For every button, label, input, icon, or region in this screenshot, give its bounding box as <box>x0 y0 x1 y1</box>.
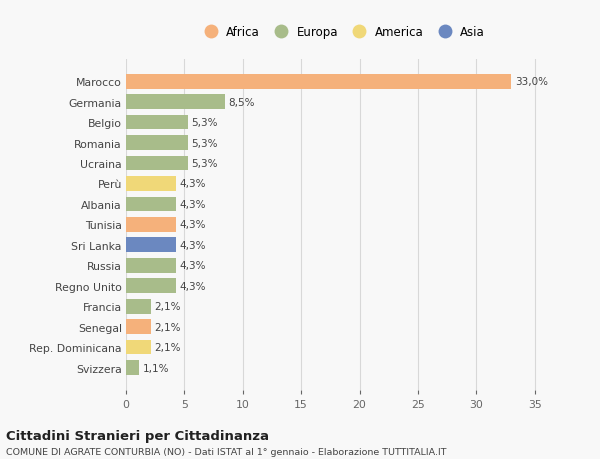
Bar <box>126 136 188 151</box>
Bar <box>126 177 176 191</box>
Text: 4,3%: 4,3% <box>180 281 206 291</box>
Text: 2,1%: 2,1% <box>154 322 181 332</box>
Text: COMUNE DI AGRATE CONTURBIA (NO) - Dati ISTAT al 1° gennaio - Elaborazione TUTTIT: COMUNE DI AGRATE CONTURBIA (NO) - Dati I… <box>6 448 446 457</box>
Bar <box>126 75 511 90</box>
Bar <box>126 360 139 375</box>
Text: 4,3%: 4,3% <box>180 241 206 250</box>
Text: 1,1%: 1,1% <box>142 363 169 373</box>
Text: 4,3%: 4,3% <box>180 220 206 230</box>
Bar <box>126 340 151 355</box>
Bar <box>126 258 176 273</box>
Bar <box>126 197 176 212</box>
Bar <box>126 319 151 334</box>
Legend: Africa, Europa, America, Asia: Africa, Europa, America, Asia <box>196 22 488 43</box>
Text: 4,3%: 4,3% <box>180 200 206 209</box>
Bar <box>126 279 176 293</box>
Text: 4,3%: 4,3% <box>180 261 206 271</box>
Bar <box>126 116 188 130</box>
Text: 2,1%: 2,1% <box>154 302 181 312</box>
Text: 2,1%: 2,1% <box>154 342 181 353</box>
Text: Cittadini Stranieri per Cittadinanza: Cittadini Stranieri per Cittadinanza <box>6 429 269 442</box>
Bar <box>126 238 176 252</box>
Text: 4,3%: 4,3% <box>180 179 206 189</box>
Bar <box>126 95 225 110</box>
Bar <box>126 218 176 232</box>
Bar <box>126 299 151 314</box>
Text: 8,5%: 8,5% <box>229 97 255 107</box>
Text: 5,3%: 5,3% <box>191 118 218 128</box>
Bar <box>126 157 188 171</box>
Text: 5,3%: 5,3% <box>191 159 218 168</box>
Text: 5,3%: 5,3% <box>191 138 218 148</box>
Text: 33,0%: 33,0% <box>515 77 548 87</box>
